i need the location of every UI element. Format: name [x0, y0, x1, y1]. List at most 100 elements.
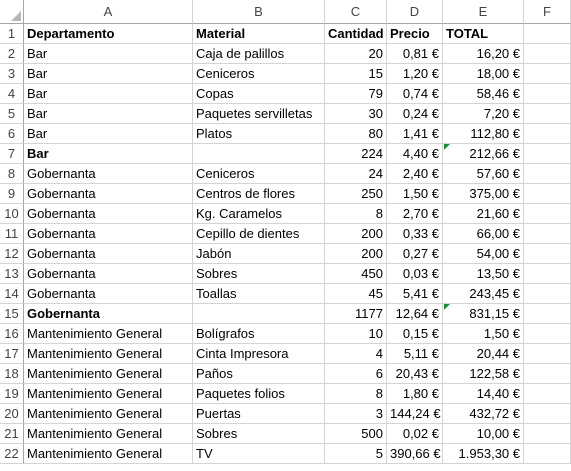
cell-a20[interactable]: Mantenimiento General [24, 404, 193, 424]
row-header-20[interactable]: 20 [0, 404, 24, 424]
cell-b22[interactable]: TV [193, 444, 325, 464]
cell-f14[interactable] [524, 284, 571, 304]
cell-f7[interactable] [524, 144, 571, 164]
cell-c10[interactable]: 8 [325, 204, 387, 224]
cell-c4[interactable]: 79 [325, 84, 387, 104]
cell-c12[interactable]: 200 [325, 244, 387, 264]
cell-b8[interactable]: Ceniceros [193, 164, 325, 184]
row-header-12[interactable]: 12 [0, 244, 24, 264]
row-header-19[interactable]: 19 [0, 384, 24, 404]
cell-e4[interactable]: 58,46 € [443, 84, 524, 104]
cell-a13[interactable]: Gobernanta [24, 264, 193, 284]
cell-e2[interactable]: 16,20 € [443, 44, 524, 64]
row-header-11[interactable]: 11 [0, 224, 24, 244]
cell-e18[interactable]: 122,58 € [443, 364, 524, 384]
cell-d21[interactable]: 0,02 € [387, 424, 443, 444]
cell-b20[interactable]: Puertas [193, 404, 325, 424]
cell-e20[interactable]: 432,72 € [443, 404, 524, 424]
column-header-e[interactable]: E [443, 0, 524, 24]
cell-d16[interactable]: 0,15 € [387, 324, 443, 344]
cell-f12[interactable] [524, 244, 571, 264]
cell-f11[interactable] [524, 224, 571, 244]
row-header-1[interactable]: 1 [0, 24, 24, 44]
cell-f22[interactable] [524, 444, 571, 464]
cell-e8[interactable]: 57,60 € [443, 164, 524, 184]
cell-e21[interactable]: 10,00 € [443, 424, 524, 444]
cell-a14[interactable]: Gobernanta [24, 284, 193, 304]
cell-c14[interactable]: 45 [325, 284, 387, 304]
row-header-3[interactable]: 3 [0, 64, 24, 84]
cell-f6[interactable] [524, 124, 571, 144]
cell-a1[interactable]: Departamento [24, 24, 193, 44]
cell-c8[interactable]: 24 [325, 164, 387, 184]
cell-b17[interactable]: Cinta Impresora [193, 344, 325, 364]
row-header-2[interactable]: 2 [0, 44, 24, 64]
row-header-21[interactable]: 21 [0, 424, 24, 444]
cell-c22[interactable]: 5 [325, 444, 387, 464]
cell-b5[interactable]: Paquetes servilletas [193, 104, 325, 124]
row-header-14[interactable]: 14 [0, 284, 24, 304]
cell-d3[interactable]: 1,20 € [387, 64, 443, 84]
row-header-17[interactable]: 17 [0, 344, 24, 364]
cell-d5[interactable]: 0,24 € [387, 104, 443, 124]
column-header-b[interactable]: B [193, 0, 325, 24]
column-header-a[interactable]: A [24, 0, 193, 24]
cell-d4[interactable]: 0,74 € [387, 84, 443, 104]
cell-f21[interactable] [524, 424, 571, 444]
cell-c7[interactable]: 224 [325, 144, 387, 164]
cell-f1[interactable] [524, 24, 571, 44]
cell-a2[interactable]: Bar [24, 44, 193, 64]
cell-d20[interactable]: 144,24 € [387, 404, 443, 424]
cell-f18[interactable] [524, 364, 571, 384]
cell-c11[interactable]: 200 [325, 224, 387, 244]
cell-c16[interactable]: 10 [325, 324, 387, 344]
row-header-8[interactable]: 8 [0, 164, 24, 184]
row-header-16[interactable]: 16 [0, 324, 24, 344]
cell-e3[interactable]: 18,00 € [443, 64, 524, 84]
cell-e10[interactable]: 21,60 € [443, 204, 524, 224]
column-header-d[interactable]: D [387, 0, 443, 24]
cell-c19[interactable]: 8 [325, 384, 387, 404]
cell-f3[interactable] [524, 64, 571, 84]
cell-a16[interactable]: Mantenimiento General [24, 324, 193, 344]
cell-a22[interactable]: Mantenimiento General [24, 444, 193, 464]
cell-e15[interactable]: 831,15 € [443, 304, 524, 324]
cell-e16[interactable]: 1,50 € [443, 324, 524, 344]
row-header-13[interactable]: 13 [0, 264, 24, 284]
cell-c15[interactable]: 1177 [325, 304, 387, 324]
cell-c6[interactable]: 80 [325, 124, 387, 144]
cell-c17[interactable]: 4 [325, 344, 387, 364]
cell-b16[interactable]: Bolígrafos [193, 324, 325, 344]
cell-e9[interactable]: 375,00 € [443, 184, 524, 204]
cell-e6[interactable]: 112,80 € [443, 124, 524, 144]
row-header-22[interactable]: 22 [0, 444, 24, 464]
cell-b1[interactable]: Material [193, 24, 325, 44]
cell-b18[interactable]: Paños [193, 364, 325, 384]
cell-e19[interactable]: 14,40 € [443, 384, 524, 404]
cell-c9[interactable]: 250 [325, 184, 387, 204]
cell-d13[interactable]: 0,03 € [387, 264, 443, 284]
cell-d11[interactable]: 0,33 € [387, 224, 443, 244]
cell-b13[interactable]: Sobres [193, 264, 325, 284]
cell-a3[interactable]: Bar [24, 64, 193, 84]
cell-f2[interactable] [524, 44, 571, 64]
cell-c13[interactable]: 450 [325, 264, 387, 284]
cell-b9[interactable]: Centros de flores [193, 184, 325, 204]
formula-error-indicator[interactable] [444, 144, 450, 150]
cell-d15[interactable]: 12,64 € [387, 304, 443, 324]
cell-a6[interactable]: Bar [24, 124, 193, 144]
cell-b11[interactable]: Cepillo de dientes [193, 224, 325, 244]
cell-c1[interactable]: Cantidad [325, 24, 387, 44]
cell-a15[interactable]: Gobernanta [24, 304, 193, 324]
cell-a19[interactable]: Mantenimiento General [24, 384, 193, 404]
cell-e5[interactable]: 7,20 € [443, 104, 524, 124]
cell-b7[interactable] [193, 144, 325, 164]
cell-e13[interactable]: 13,50 € [443, 264, 524, 284]
cell-a11[interactable]: Gobernanta [24, 224, 193, 244]
column-header-f[interactable]: F [524, 0, 571, 24]
cell-a4[interactable]: Bar [24, 84, 193, 104]
cell-d1[interactable]: Precio [387, 24, 443, 44]
formula-error-indicator[interactable] [444, 304, 450, 310]
cell-f17[interactable] [524, 344, 571, 364]
cell-f19[interactable] [524, 384, 571, 404]
